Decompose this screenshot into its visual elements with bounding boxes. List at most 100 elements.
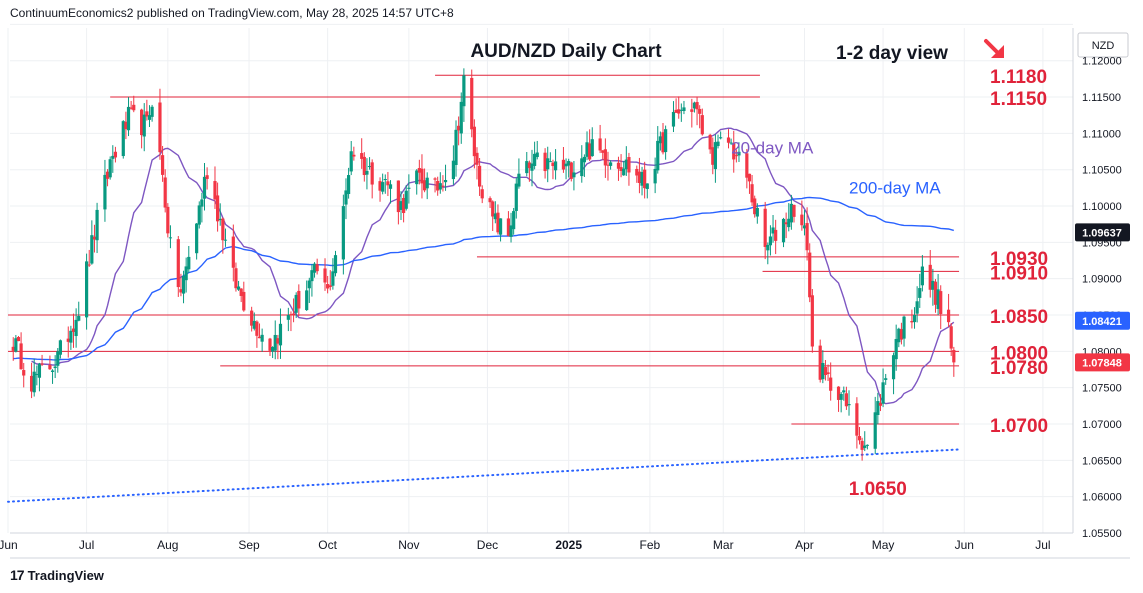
candle-body — [257, 336, 262, 339]
candle-body — [124, 121, 128, 130]
price-label-1.09637: 1.09637 — [1082, 227, 1122, 239]
tradingview-branding[interactable]: 17 TradingView — [10, 567, 104, 583]
candle-body — [873, 412, 877, 449]
price-label-box — [1075, 223, 1130, 242]
candle-body — [370, 162, 374, 185]
x-tick-label: Jun — [0, 538, 18, 552]
candle-body — [700, 115, 704, 135]
candle-body — [200, 199, 204, 207]
candle-body — [454, 129, 458, 165]
candle-body — [362, 156, 366, 176]
x-tick-label: Apr — [795, 538, 814, 552]
candle-body — [653, 168, 657, 184]
candle-body — [619, 167, 623, 172]
candle-body — [622, 168, 626, 176]
candle-body — [271, 346, 275, 352]
candle-body — [881, 382, 885, 404]
candle-body — [836, 386, 841, 400]
candle-body — [585, 142, 589, 157]
candle-body — [567, 161, 571, 166]
candle-body — [514, 183, 518, 211]
level-label-1.0910: 1.0910 — [990, 263, 1048, 284]
candle-body — [121, 121, 125, 157]
low-annotation-1.0650: 1.0650 — [849, 479, 907, 500]
candle-body — [365, 170, 369, 175]
candle-body — [74, 319, 78, 337]
candle-body — [548, 161, 552, 163]
candle-body — [407, 187, 411, 189]
level-label-1.1150: 1.1150 — [990, 89, 1047, 110]
candle-body — [826, 372, 830, 374]
candle-body — [168, 237, 173, 239]
candle-body — [800, 214, 804, 226]
candle-body — [71, 328, 76, 332]
candle-body — [865, 444, 869, 446]
candle-body — [451, 160, 455, 180]
candle-body — [512, 211, 516, 230]
candle-body — [378, 181, 382, 191]
candle-body — [553, 161, 558, 171]
candle-body — [637, 171, 642, 183]
candle-body — [902, 316, 906, 339]
level-label-1.0780: 1.0780 — [990, 358, 1048, 379]
candle-body — [664, 129, 668, 153]
candle-body — [441, 185, 445, 187]
y-tick-label: 1.11500 — [1082, 92, 1121, 104]
level-label-1.1180: 1.1180 — [990, 67, 1047, 88]
candle-body — [894, 338, 898, 360]
candle-body — [349, 151, 353, 172]
candle-body — [719, 137, 723, 139]
candle-body — [331, 271, 335, 286]
x-tick-label: Nov — [398, 538, 419, 552]
candle-body — [616, 162, 621, 169]
candle-body — [236, 286, 241, 290]
candle-body — [645, 183, 649, 189]
candle-body — [29, 375, 34, 392]
series-label-20-day-ma: 20-day MA — [731, 139, 814, 158]
candle-body — [129, 107, 133, 109]
candle-body — [527, 162, 531, 169]
candle-body — [50, 370, 55, 372]
candle-body — [891, 355, 896, 380]
candle-body — [221, 218, 225, 241]
currency-label: NZD — [1092, 40, 1115, 52]
candle-body — [933, 281, 938, 305]
candle-body — [48, 364, 52, 370]
candle-body — [326, 284, 330, 289]
candle-body — [132, 104, 136, 111]
x-tick-label: Jul — [79, 538, 94, 552]
candle-body — [661, 132, 665, 153]
candle-body — [802, 225, 807, 229]
candle-body — [821, 362, 825, 380]
candle-body — [658, 136, 662, 144]
candle-body — [402, 197, 406, 214]
candle-body — [530, 163, 534, 171]
candle-body — [561, 159, 566, 170]
candle-body — [915, 301, 919, 314]
level-label-1.0800: 1.0800 — [990, 343, 1048, 364]
candle-body — [732, 143, 736, 160]
candle-body — [126, 106, 131, 131]
candle-body — [517, 173, 521, 187]
candle-body — [847, 404, 851, 406]
candle-body — [774, 229, 778, 241]
candle-body — [278, 323, 283, 346]
candle-body — [417, 168, 421, 173]
candle-body — [860, 440, 864, 450]
candle-body — [11, 346, 15, 351]
candle-body — [90, 235, 94, 264]
x-tick-label: Dec — [477, 538, 498, 552]
y-tick-label: 1.05500 — [1082, 528, 1122, 540]
candle-body — [37, 363, 42, 378]
candle-body — [805, 223, 809, 251]
candle-body — [420, 168, 424, 184]
y-tick-label: 1.12000 — [1082, 56, 1122, 68]
candle-body — [111, 155, 115, 159]
candle-body — [388, 184, 393, 189]
candle-body — [242, 291, 246, 311]
candle-body — [601, 150, 605, 153]
candle-body — [897, 328, 901, 343]
candle-body — [66, 338, 70, 342]
candle-body — [674, 109, 678, 113]
